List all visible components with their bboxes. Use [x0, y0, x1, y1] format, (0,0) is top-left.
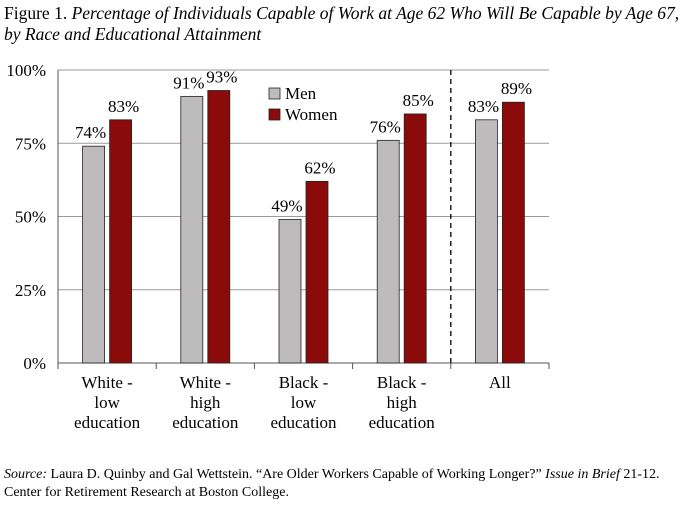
bar-men	[82, 145, 105, 364]
bar-women	[109, 119, 132, 364]
data-label: 91%	[173, 73, 204, 92]
figure-title-text: Percentage of Individuals Capable of Wor…	[4, 3, 680, 44]
category-label: Black -	[377, 373, 427, 392]
data-label: 62%	[304, 158, 335, 177]
category-label: education	[172, 413, 239, 432]
source-label: Source:	[4, 467, 48, 482]
bar-men	[278, 219, 302, 364]
data-label: 85%	[403, 91, 434, 110]
data-label: 74%	[75, 123, 106, 142]
data-label: 93%	[206, 68, 237, 87]
category-label: high	[190, 393, 221, 412]
category-label: low	[94, 393, 120, 412]
category-label: All	[489, 373, 511, 392]
data-label: 83%	[468, 97, 499, 116]
y-tick-label: 100%	[6, 61, 46, 80]
bar-women	[305, 180, 329, 364]
bar-women	[207, 90, 231, 364]
data-label: 76%	[370, 117, 401, 136]
figure-title: Figure 1. Percentage of Individuals Capa…	[4, 3, 696, 45]
source-authors: Laura D. Quinby and Gal Wettstein. “Are …	[50, 467, 542, 482]
bar-women	[403, 113, 427, 364]
data-label: 49%	[271, 196, 302, 215]
legend-swatch-women	[268, 108, 281, 121]
data-label: 83%	[108, 97, 139, 116]
category-label: education	[270, 413, 337, 432]
y-tick-label: 50%	[15, 208, 46, 227]
category-label: low	[291, 393, 317, 412]
legend-swatch-men	[268, 87, 281, 100]
source-publication: Issue in Brief	[545, 467, 620, 482]
bar-men	[474, 119, 498, 364]
category-label: education	[74, 413, 141, 432]
y-tick-label: 0%	[23, 354, 46, 373]
legend-label: Men	[285, 84, 317, 103]
category-label: Black -	[279, 373, 329, 392]
data-label: 89%	[501, 79, 532, 98]
category-label: White -	[81, 373, 133, 392]
figure-label: Figure 1.	[4, 3, 68, 23]
category-label: education	[369, 413, 436, 432]
bar-women	[501, 101, 525, 364]
category-label: high	[387, 393, 418, 412]
y-tick-label: 25%	[15, 281, 46, 300]
legend-label: Women	[285, 105, 338, 124]
bar-men	[376, 139, 400, 364]
source-note: Source: Laura D. Quinby and Gal Wettstei…	[4, 466, 696, 502]
source-rest: 21-12. Center for Retirement Research at…	[4, 467, 660, 500]
category-label: White -	[180, 373, 232, 392]
y-tick-label: 75%	[15, 134, 46, 153]
bar-men	[180, 95, 204, 364]
